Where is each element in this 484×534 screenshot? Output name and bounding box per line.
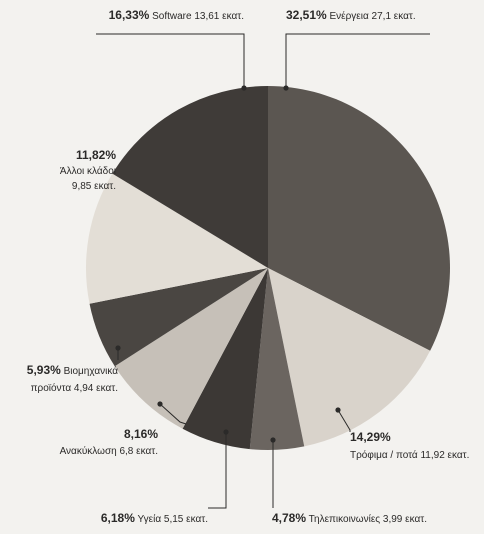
slice-percent: 11,82% — [76, 148, 116, 162]
leader-line — [285, 33, 430, 88]
leader-dot — [223, 429, 229, 435]
slice-category: Υγεία 5,15 εκατ. — [135, 513, 208, 525]
slice-category: Βιομηχανικά — [61, 365, 118, 377]
leader-line — [208, 432, 227, 509]
slice-label: 11,82% — [76, 148, 116, 162]
slice-percent: 14,29% — [350, 430, 391, 444]
slice-label: 8,16% — [124, 427, 158, 441]
leader-dot — [115, 345, 121, 351]
leader-dot — [241, 85, 247, 91]
pie-slice — [89, 268, 268, 367]
slice-category: Software 13,61 εκατ. — [149, 11, 244, 22]
pie-slices — [86, 86, 450, 451]
pie-slice — [268, 268, 431, 447]
pie-slice — [268, 86, 450, 351]
slice-label: 32,51% Ενέργεια 27,1 εκατ. — [286, 8, 416, 22]
slice-percent: 4,78% — [272, 511, 306, 525]
slice-category: προϊόντα 4,94 εκατ. — [31, 382, 118, 394]
leader-dot — [270, 437, 276, 443]
slice-percent: 16,33% — [109, 8, 150, 22]
slice-label: 14,29% — [350, 430, 391, 444]
pie-slice — [112, 86, 268, 268]
leader-dot — [335, 407, 341, 413]
slice-category: Ανακύκλωση 6,8 εκατ. — [60, 445, 158, 457]
slice-labels: 32,51% Ενέργεια 27,1 εκατ. 14,29% Τρόφιμα … — [27, 8, 470, 525]
slice-label: 16,33% Software 13,61 εκατ. — [109, 8, 244, 22]
leader-dot — [283, 85, 289, 91]
slice-label: 5,93% Βιομηχανικά — [27, 363, 118, 377]
slice-category: Ενέργεια 27,1 εκατ. — [327, 10, 416, 22]
slice-category: Τρόφιμα / ποτά 11,92 εκατ. — [350, 449, 469, 461]
leader-dot — [157, 401, 163, 407]
slice-percent: 6,18% — [101, 511, 135, 525]
slice-percent: 8,16% — [124, 427, 158, 441]
leader-lines — [96, 33, 430, 509]
slice-category: Τηλεπικοινωνίες 3,99 εκατ. — [306, 513, 427, 525]
pie-slice — [182, 268, 268, 450]
pie-slice — [86, 173, 268, 304]
slice-category: Άλλοι κλάδοι — [60, 165, 116, 177]
leader-line — [337, 409, 351, 432]
leader-line — [159, 403, 187, 425]
slice-percent: 32,51% — [286, 8, 327, 22]
leader-line — [96, 33, 245, 88]
slice-category: 9,85 εκατ. — [72, 181, 116, 192]
slice-label: 4,78% Τηλεπικοινωνίες 3,99 εκατ. — [272, 511, 427, 525]
slice-label: 6,18% Υγεία 5,15 εκατ. — [101, 511, 208, 525]
slice-percent: 5,93% — [27, 363, 61, 377]
pie-slice — [114, 268, 268, 429]
pie-slice — [249, 268, 305, 451]
